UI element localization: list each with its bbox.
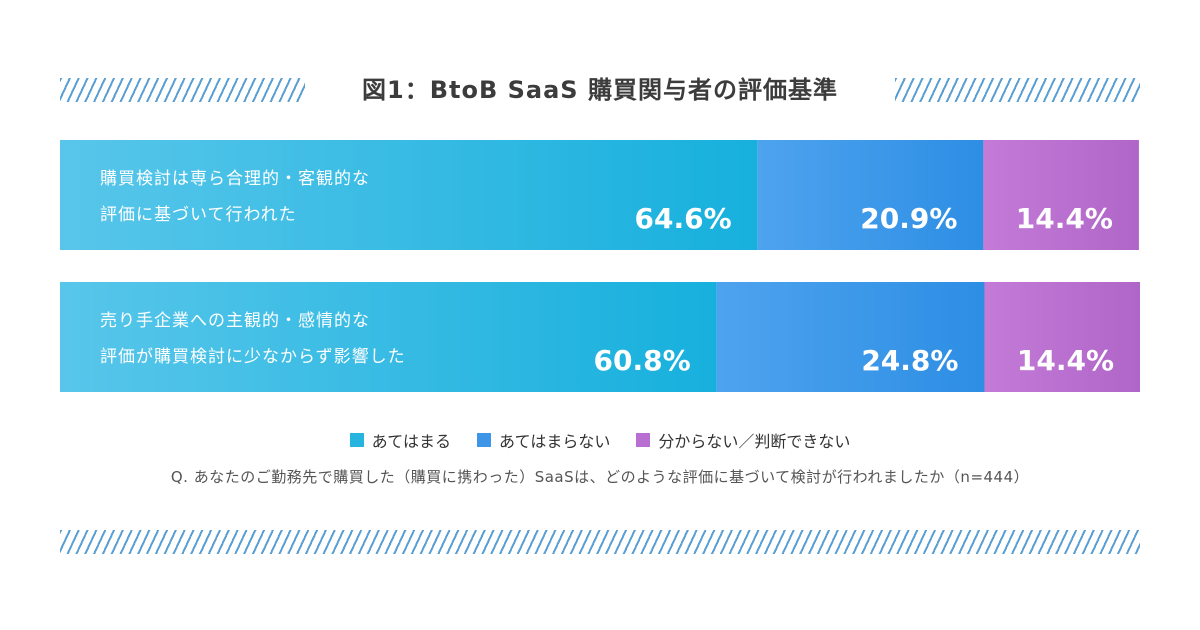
legend-item-2: 分からない／判断できない	[636, 428, 850, 452]
legend-label: あてはまる	[371, 432, 451, 451]
value-label-r1-s2: 14.4%	[1017, 344, 1114, 377]
value-label-r1-s0: 60.8%	[593, 344, 690, 377]
bar-segment-r0-s2	[983, 140, 1139, 250]
category-label-r1-l1: 評価が購買検討に少なからず影響した	[100, 347, 406, 367]
legend: あてはまる あてはまらない 分からない／判断できない	[0, 428, 1200, 452]
legend-item-1: あてはまらない	[476, 428, 611, 452]
legend-label: あてはまらない	[498, 432, 611, 451]
value-label-r0-s2: 14.4%	[1016, 202, 1113, 235]
value-label-r0-s0: 64.6%	[635, 202, 732, 235]
legend-label: 分からない／判断できない	[658, 432, 851, 451]
bar-segment-r1-s1	[716, 282, 985, 392]
chart-title: 図1：BtoB SaaS 購買関与者の評価基準	[362, 76, 838, 104]
bottom-stripes	[60, 530, 1140, 554]
survey-question: Q. あなたのご勤務先で購買した（購買に携わった）SaaSは、どのような評価に基…	[170, 468, 1030, 486]
category-label-r0-l0: 購買検討は専ら合理的・客観的な	[100, 169, 370, 189]
category-label-r1-l0: 売り手企業への主観的・感情的な	[100, 311, 370, 331]
title-row: 図1：BtoB SaaS 購買関与者の評価基準	[60, 70, 1140, 110]
bar-segment-r1-s0	[60, 282, 717, 392]
value-label-r0-s1: 20.9%	[860, 202, 957, 235]
legend-item-0: あてはまる	[349, 428, 451, 452]
legend-swatch	[349, 433, 364, 447]
stacked-bar-chart: 64.6% 20.9% 14.4% 購買検討は専ら合理的・客観的な評価に基づいて行われ…	[60, 140, 1140, 392]
title-stripes-left	[60, 78, 305, 102]
title-stripes-right	[895, 78, 1140, 102]
bar-segment-r0-s1	[757, 140, 984, 250]
bar-segment-r0-s0	[60, 140, 758, 250]
legend-swatch	[636, 433, 651, 447]
bar-segment-r1-s2	[984, 282, 1140, 392]
legend-swatch	[476, 433, 491, 447]
category-label-r0-l1: 評価に基づいて行われた	[100, 205, 297, 225]
value-label-r1-s1: 24.8%	[861, 344, 958, 377]
